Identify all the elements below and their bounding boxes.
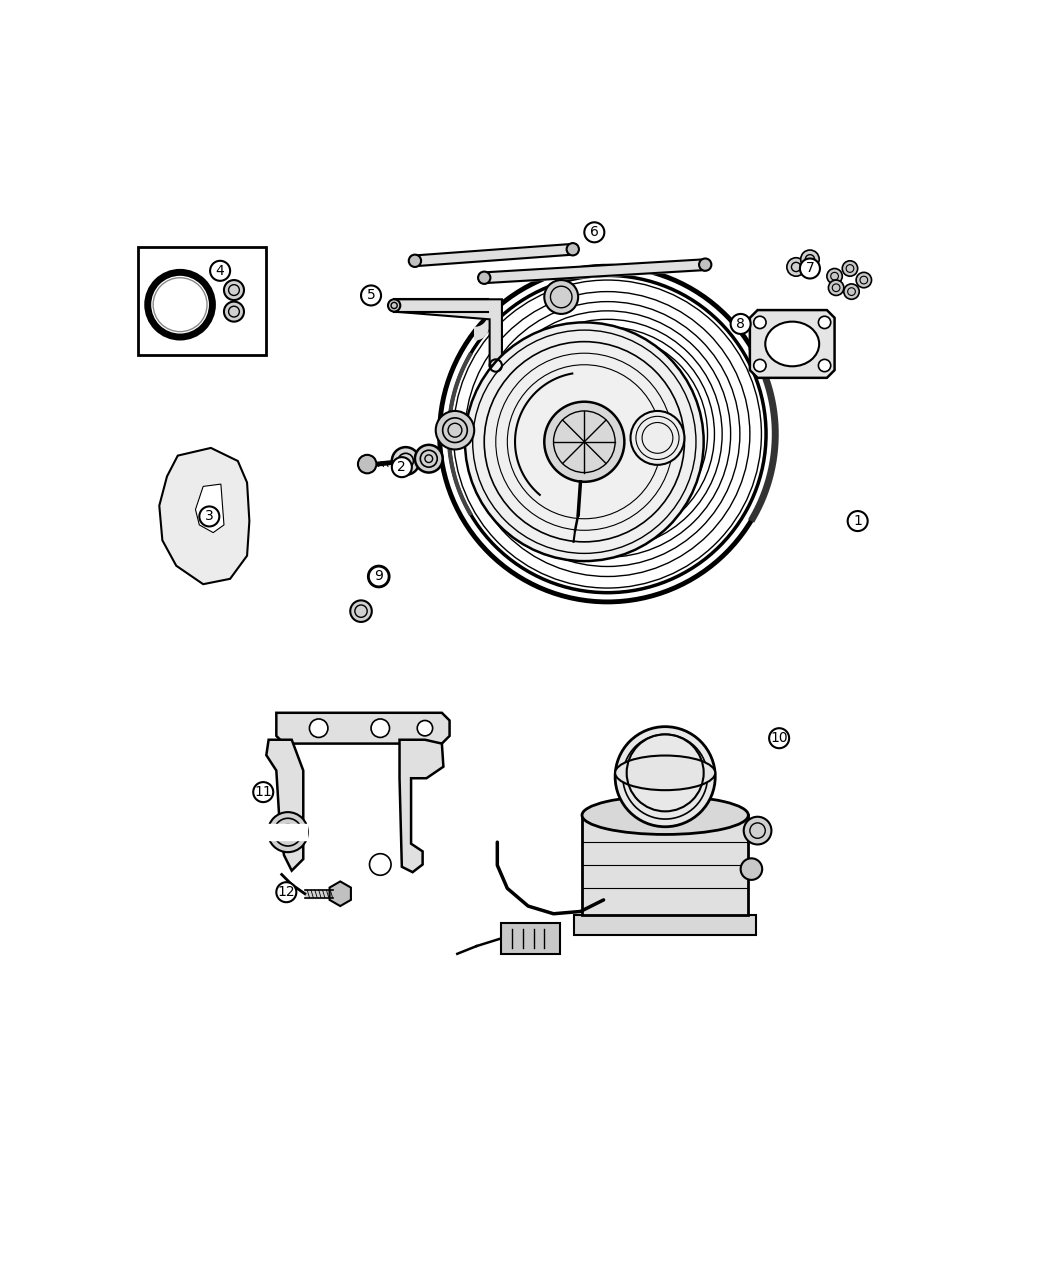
Polygon shape (330, 881, 351, 907)
Ellipse shape (615, 756, 715, 790)
Circle shape (370, 854, 391, 875)
Circle shape (769, 728, 790, 748)
Text: 6: 6 (590, 226, 598, 240)
Circle shape (387, 300, 400, 311)
Circle shape (210, 261, 230, 280)
Circle shape (630, 411, 685, 465)
Circle shape (827, 269, 842, 284)
Ellipse shape (765, 321, 819, 366)
Circle shape (615, 727, 715, 826)
Circle shape (478, 272, 490, 284)
Circle shape (699, 259, 712, 270)
Circle shape (371, 719, 390, 737)
Circle shape (842, 261, 858, 277)
Polygon shape (267, 740, 303, 871)
Circle shape (392, 448, 420, 474)
Text: 5: 5 (366, 288, 376, 302)
Polygon shape (195, 484, 224, 533)
Text: 10: 10 (771, 731, 788, 745)
Circle shape (544, 402, 625, 482)
Text: 11: 11 (254, 785, 272, 799)
Circle shape (844, 284, 859, 300)
Circle shape (743, 817, 772, 844)
Circle shape (740, 858, 762, 880)
Circle shape (856, 273, 872, 288)
Circle shape (754, 360, 766, 372)
Circle shape (351, 601, 372, 622)
Bar (139, 247, 266, 354)
Circle shape (584, 222, 605, 242)
Polygon shape (276, 713, 449, 743)
Circle shape (224, 280, 244, 300)
Text: 7: 7 (805, 261, 815, 275)
Circle shape (415, 445, 443, 473)
Circle shape (800, 259, 820, 278)
Circle shape (268, 812, 308, 852)
Circle shape (224, 302, 244, 321)
Text: 1: 1 (854, 514, 862, 528)
Text: 8: 8 (736, 317, 746, 332)
Circle shape (786, 258, 805, 277)
Circle shape (754, 316, 766, 329)
Circle shape (358, 455, 376, 473)
Circle shape (438, 265, 777, 603)
Bar (582, 815, 749, 915)
Circle shape (567, 244, 579, 255)
Circle shape (417, 720, 433, 736)
Ellipse shape (582, 796, 749, 834)
Polygon shape (399, 740, 443, 872)
Circle shape (818, 316, 831, 329)
Text: 2: 2 (398, 460, 406, 474)
Text: 12: 12 (277, 885, 295, 899)
Circle shape (369, 566, 388, 586)
Circle shape (200, 506, 219, 527)
Circle shape (361, 286, 381, 306)
Circle shape (465, 323, 704, 561)
Circle shape (253, 782, 273, 802)
Circle shape (731, 314, 751, 334)
Circle shape (436, 411, 475, 450)
Polygon shape (268, 384, 308, 399)
Text: 9: 9 (374, 570, 383, 584)
Circle shape (544, 280, 579, 314)
Text: 4: 4 (215, 264, 225, 278)
Text: 3: 3 (205, 510, 214, 524)
Circle shape (818, 360, 831, 372)
Circle shape (392, 458, 412, 477)
Circle shape (310, 719, 328, 737)
Polygon shape (394, 300, 502, 366)
Bar (574, 915, 756, 935)
Bar (501, 923, 560, 954)
Circle shape (408, 255, 421, 266)
Circle shape (801, 250, 819, 269)
Circle shape (368, 566, 390, 588)
Polygon shape (750, 310, 835, 377)
Circle shape (847, 511, 867, 532)
Circle shape (276, 882, 296, 903)
Polygon shape (160, 448, 250, 584)
Circle shape (828, 280, 844, 296)
